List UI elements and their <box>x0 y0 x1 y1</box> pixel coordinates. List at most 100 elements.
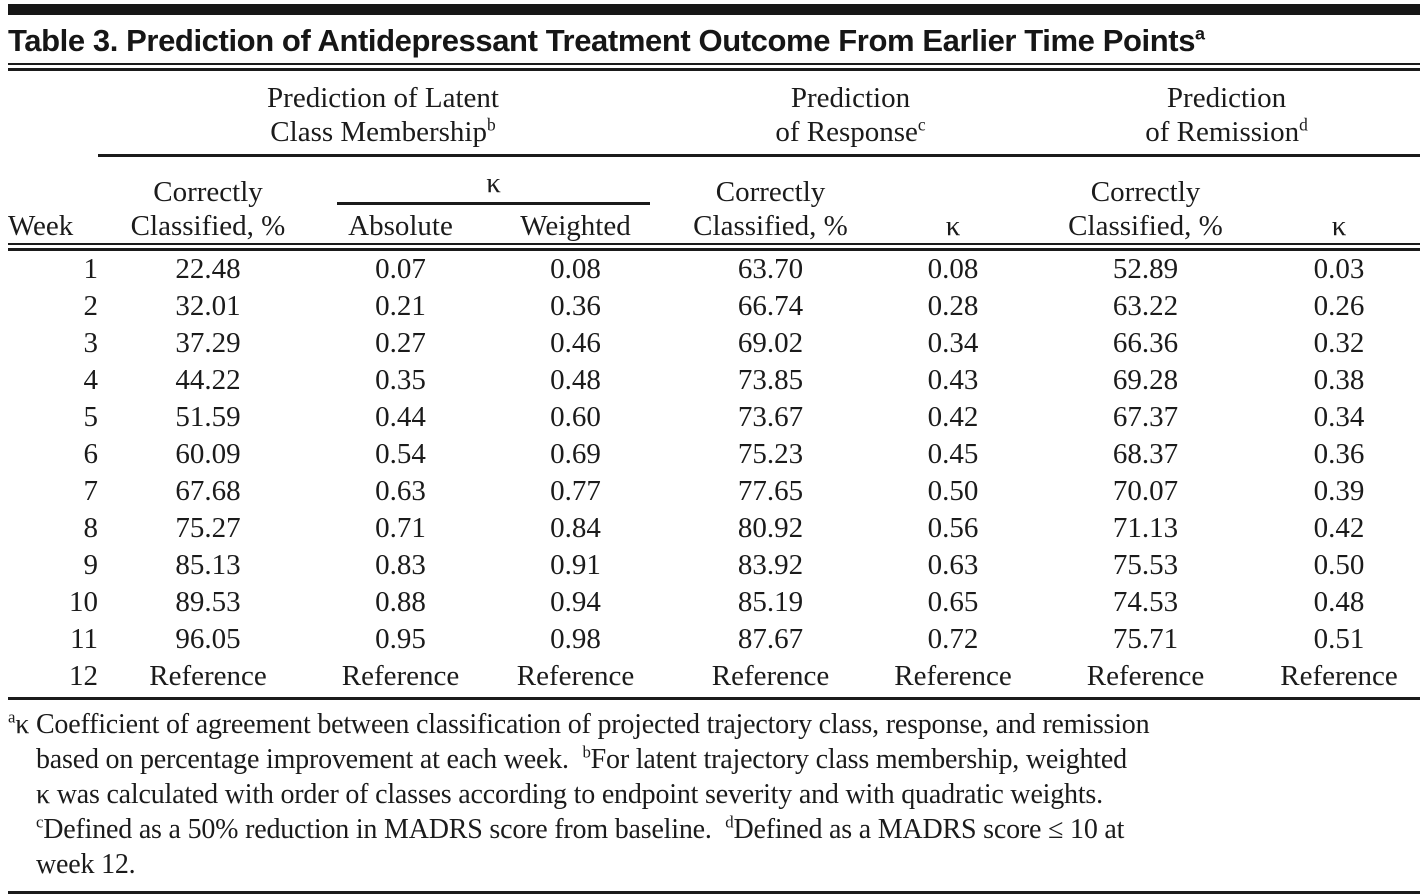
value-cell: 0.65 <box>927 586 979 618</box>
value-cell: 0.50 <box>1313 549 1365 581</box>
value-cell: 0.28 <box>927 290 979 322</box>
value-cell: 0.43 <box>927 364 979 396</box>
group-superscript: d <box>1299 114 1308 135</box>
value-cell: Reference <box>1086 660 1205 692</box>
table-body: 1 22.48 0.07 0.08 63.70 0.08 52.89 0.03 2 32.01 0.… <box>8 251 1420 695</box>
week-cell: 9 <box>83 549 99 581</box>
week-cell: 4 <box>83 364 99 396</box>
table-row: 7 67.68 0.63 0.77 77.65 0.50 70.07 0.39 <box>8 473 1420 510</box>
value-cell: 67.37 <box>1112 401 1179 433</box>
footnote-line: based on percentage improvement at each … <box>8 742 1420 777</box>
value-cell: 0.71 <box>375 512 426 544</box>
value-cell: 80.92 <box>737 512 804 544</box>
value-cell: 85.19 <box>737 586 804 618</box>
footnote-text: κ was calculated with order of classes a… <box>36 779 1103 810</box>
header-sub-row: Absolute Weighted <box>8 205 1420 243</box>
value-cell: 0.44 <box>375 401 426 433</box>
kappa-label: κ <box>337 166 650 205</box>
header-kappa-row: Week Correctly Classified, % κ Correctly… <box>8 157 1420 242</box>
value-cell: 0.03 <box>1313 253 1365 285</box>
week-cell: 1 <box>83 253 99 285</box>
table-row: 1 22.48 0.07 0.08 63.70 0.08 52.89 0.03 <box>8 251 1420 288</box>
value-cell: 87.67 <box>737 623 804 655</box>
value-cell: 0.27 <box>375 327 426 359</box>
header-group-row: Prediction of Latent Class Membershipb P… <box>8 73 1421 157</box>
title-rule <box>8 63 1420 71</box>
value-cell: 0.84 <box>550 512 601 544</box>
table-row: 8 75.27 0.71 0.84 80.92 0.56 71.13 0.42 <box>8 510 1420 547</box>
value-cell: 0.08 <box>927 253 979 285</box>
table-row: 5 51.59 0.44 0.60 73.67 0.42 67.37 0.34 <box>8 399 1420 436</box>
week-cell: 8 <box>83 512 99 544</box>
group-label-remission: Prediction of Remissiond <box>1033 81 1421 157</box>
value-cell: 0.98 <box>550 623 601 655</box>
value-cell: 75.23 <box>737 438 804 470</box>
header-kappa-response: κ <box>945 210 961 242</box>
header-correctly-classified-remission: Correctly Classified, % <box>1033 157 1258 243</box>
footnote-superscript: b <box>582 742 591 762</box>
table-title-superscript: a <box>1195 23 1205 44</box>
group-label-latent: Prediction of Latent Class Membershipb <box>98 81 668 157</box>
value-cell: 0.60 <box>550 401 601 433</box>
value-cell: 0.38 <box>1313 364 1365 396</box>
table-row: 4 44.22 0.35 0.48 73.85 0.43 69.28 0.38 <box>8 362 1420 399</box>
group-superscript: b <box>486 114 496 135</box>
footnotes: aκ Coefficient of agreement between clas… <box>8 707 1420 882</box>
value-cell: 67.68 <box>175 475 241 507</box>
group-label-response: Prediction of Responsec <box>668 81 1033 157</box>
value-cell: 69.02 <box>737 327 804 359</box>
table-row: 6 60.09 0.54 0.69 75.23 0.45 68.37 0.36 <box>8 436 1420 473</box>
footnote-text: Defined as a MADRS score ≤ 10 at <box>733 814 1125 845</box>
value-cell: 51.59 <box>175 401 241 433</box>
header-corner-cell <box>8 73 98 157</box>
value-cell: 60.09 <box>175 438 241 470</box>
value-cell: 22.48 <box>175 253 241 285</box>
value-cell: 0.50 <box>927 475 979 507</box>
week-cell: 10 <box>69 586 98 618</box>
value-cell: 0.51 <box>1313 623 1365 655</box>
value-cell: 0.32 <box>1313 327 1365 359</box>
value-cell: 32.01 <box>175 290 241 322</box>
header-rule-cell <box>8 243 1421 251</box>
header-rule <box>8 243 1421 251</box>
header-group-remission: Prediction of Remissiond <box>1033 73 1421 157</box>
footnote-superscript: a <box>8 707 16 727</box>
header-weighted: Weighted <box>520 210 631 242</box>
value-cell: 0.36 <box>1313 438 1365 470</box>
value-cell: 0.45 <box>927 438 979 470</box>
value-cell: 0.83 <box>375 549 426 581</box>
top-bar <box>8 4 1420 15</box>
value-cell: Reference <box>516 660 635 692</box>
value-cell: 89.53 <box>175 586 241 618</box>
value-cell: 75.53 <box>1112 549 1179 581</box>
value-cell: Reference <box>894 660 1012 692</box>
value-cell: 0.63 <box>927 549 979 581</box>
group-label-line: Prediction <box>790 82 911 114</box>
table-row: 11 96.05 0.95 0.98 87.67 0.72 75.71 0.51 <box>8 621 1420 658</box>
value-cell: 75.27 <box>175 512 241 544</box>
header-line: Correctly <box>153 176 263 208</box>
value-cell: 69.28 <box>1112 364 1179 396</box>
week-cell: 12 <box>69 660 98 692</box>
value-cell: 66.36 <box>1112 327 1179 359</box>
footnote-text: κ Coefficient of agreement between class… <box>15 709 1150 740</box>
footnote-line: κ was calculated with order of classes a… <box>8 777 1420 812</box>
footnote-superscript: c <box>36 812 44 832</box>
value-cell: 0.34 <box>1313 401 1365 433</box>
table-row: 2 32.01 0.21 0.36 66.74 0.28 63.22 0.26 <box>8 288 1420 325</box>
footnote-line: cDefined as a 50% reduction in MADRS sco… <box>8 812 1420 847</box>
header-group-latent: Prediction of Latent Class Membershipb <box>98 73 668 157</box>
value-cell: 74.53 <box>1112 586 1179 618</box>
footnote-text: based on percentage improvement at each … <box>36 744 583 775</box>
value-cell: 63.22 <box>1112 290 1179 322</box>
table-row: 12 Reference Reference Reference Reference Re… <box>8 658 1420 695</box>
value-cell: 73.67 <box>737 401 804 433</box>
value-cell: 96.05 <box>175 623 241 655</box>
value-cell: 0.95 <box>375 623 426 655</box>
footnote-line: aκ Coefficient of agreement between clas… <box>8 707 1420 742</box>
week-cell: 3 <box>83 327 99 359</box>
value-cell: 66.74 <box>737 290 804 322</box>
value-cell: 0.91 <box>550 549 601 581</box>
value-cell: 0.42 <box>1313 512 1365 544</box>
week-cell: 2 <box>83 290 99 322</box>
